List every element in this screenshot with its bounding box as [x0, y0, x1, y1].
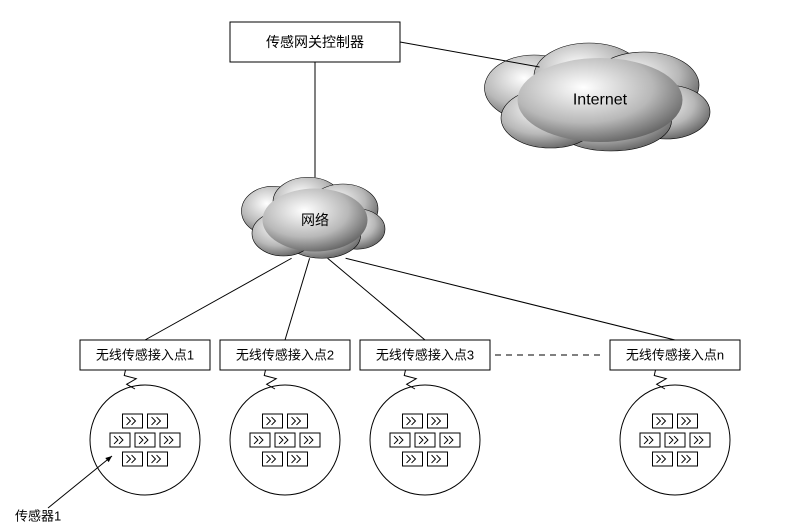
ap-label-2: 无线传感接入点2	[236, 348, 334, 363]
internet-cloud-label: Internet	[573, 92, 628, 109]
edge-network-ap-3	[328, 258, 425, 340]
network-cloud-label: 网络	[301, 212, 329, 228]
ap-label-4: 无线传感接入点n	[626, 348, 724, 363]
sensor-label: 传感器1	[15, 509, 61, 524]
sensor-pointer-line	[48, 456, 112, 508]
ap-label-1: 无线传感接入点1	[96, 348, 194, 363]
gateway-controller-label: 传感网关控制器	[266, 34, 364, 50]
edge-gateway-internet	[400, 42, 540, 67]
ap-label-3: 无线传感接入点3	[376, 348, 474, 363]
edge-network-ap-4	[346, 258, 675, 340]
edge-network-ap-2	[285, 258, 310, 340]
edge-network-ap-1	[145, 258, 292, 340]
